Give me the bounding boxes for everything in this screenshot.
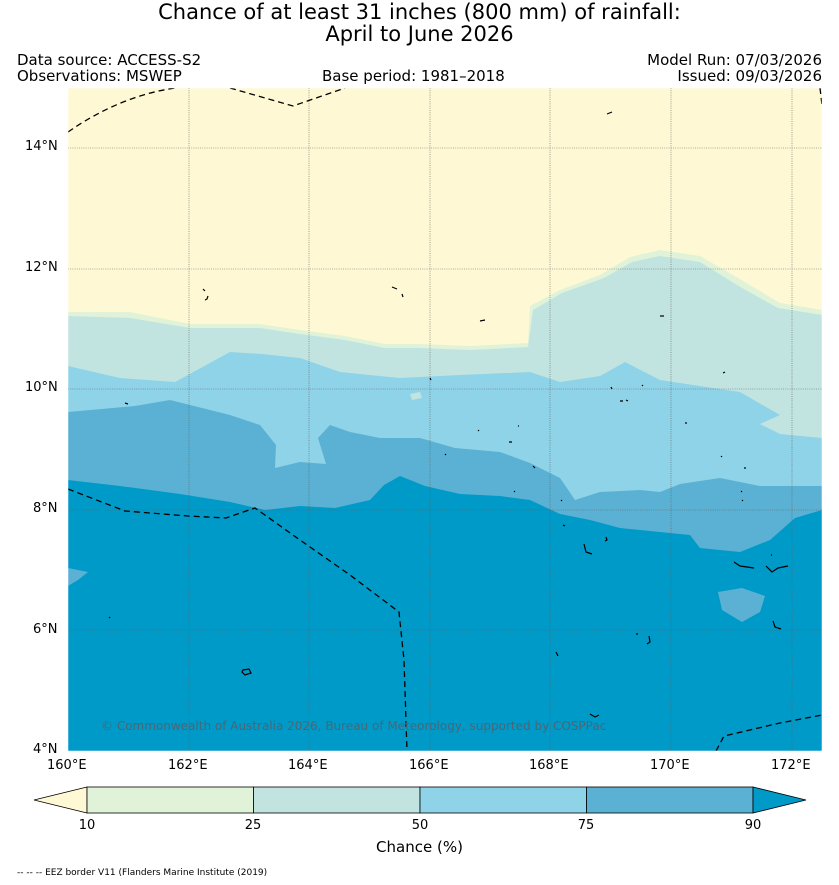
colorbar [33, 786, 807, 814]
colorbar-title: Chance (%) [376, 838, 463, 856]
map-frame [67, 87, 823, 752]
island [532, 465, 536, 469]
zone-above-90 [68, 476, 822, 751]
island [589, 713, 600, 718]
colorbar-tick-label: 75 [577, 818, 595, 833]
island [562, 524, 566, 527]
colorbar-low-extension [33, 786, 88, 814]
lon-label: 168°E [529, 758, 569, 773]
colorbar-tick-label: 25 [244, 818, 262, 833]
island [108, 616, 111, 619]
colorbar-high-extension [752, 786, 807, 814]
patch-75-90-east [718, 588, 765, 622]
patch-25-50-island [410, 392, 422, 400]
island [479, 319, 486, 322]
island [720, 455, 746, 469]
lon-label: 172°E [771, 758, 811, 773]
eez-border-west [68, 488, 408, 751]
chart-title-line1: Chance of at least 31 inches (800 mm) of… [158, 0, 681, 24]
copyright-notice: © Commonwealth of Australia 2026, Bureau… [101, 719, 607, 733]
lat-label: 14°N [25, 139, 58, 154]
colorbar-bin-50-75 [419, 786, 587, 814]
island [733, 561, 789, 573]
island [509, 425, 519, 443]
patch-75-90-west [68, 568, 88, 586]
lat-label: 8°N [33, 501, 58, 516]
colorbar-tick-label: 10 [78, 818, 96, 833]
island [429, 377, 432, 381]
lon-label: 166°E [409, 758, 449, 773]
island [606, 111, 613, 115]
lon-label: 160°E [47, 758, 87, 773]
colorbar-bin-10-25 [86, 786, 254, 814]
eez-border-southeast [715, 714, 822, 751]
island [583, 536, 608, 555]
lon-label: 162°E [168, 758, 208, 773]
island [555, 651, 559, 657]
island [241, 668, 252, 676]
island [610, 386, 629, 402]
island [202, 288, 209, 301]
eez-border-north [68, 88, 346, 133]
eez-borders [68, 88, 822, 751]
issued-date: Issued: 09/03/2026 [677, 67, 822, 85]
island [513, 490, 563, 502]
lon-label: 170°E [650, 758, 690, 773]
island [772, 620, 782, 630]
eez-footnote: -- -- -- EEZ border V11 (Flanders Marine… [17, 868, 268, 878]
model-run: Model Run: 07/03/2026 [647, 51, 822, 69]
map-area [68, 88, 822, 751]
colorbar-bin-25-50 [253, 786, 421, 814]
island [391, 286, 404, 298]
lat-label: 12°N [25, 260, 58, 275]
island [641, 384, 644, 387]
observations: Observations: MSWEP [17, 67, 182, 85]
island [124, 402, 129, 405]
island [636, 633, 651, 645]
lat-label: 6°N [33, 622, 58, 637]
island [740, 490, 744, 502]
eez-border-east-north [819, 88, 822, 106]
colorbar-tick-label: 90 [744, 818, 762, 833]
lat-label: 4°N [33, 742, 58, 757]
lat-label: 10°N [25, 380, 58, 395]
colorbar-bin-75-90 [586, 786, 754, 814]
graticule [68, 88, 822, 751]
data-source: Data source: ACCESS-S2 [17, 51, 202, 69]
colorbar-tick-label: 50 [411, 818, 429, 833]
islands [108, 111, 789, 718]
island [444, 429, 480, 456]
base-period: Base period: 1981–2018 [322, 67, 505, 85]
chart-title-line2: April to June 2026 [325, 22, 514, 46]
lon-label: 164°E [288, 758, 328, 773]
island [722, 371, 726, 374]
